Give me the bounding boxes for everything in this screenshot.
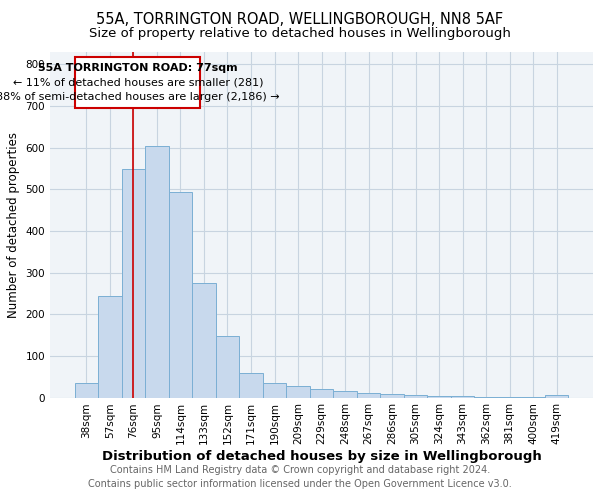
Text: 55A TORRINGTON ROAD: 77sqm: 55A TORRINGTON ROAD: 77sqm: [38, 63, 238, 73]
Text: ← 11% of detached houses are smaller (281): ← 11% of detached houses are smaller (28…: [13, 78, 263, 88]
Bar: [427, 396, 451, 398]
Bar: [145, 146, 169, 398]
Text: 88% of semi-detached houses are larger (2,186) →: 88% of semi-detached houses are larger (…: [0, 92, 280, 102]
X-axis label: Distribution of detached houses by size in Wellingborough: Distribution of detached houses by size …: [101, 450, 541, 463]
Bar: [122, 170, 145, 398]
Text: 55A, TORRINGTON ROAD, WELLINGBOROUGH, NN8 5AF: 55A, TORRINGTON ROAD, WELLINGBOROUGH, NN…: [97, 12, 503, 28]
Bar: [498, 396, 521, 398]
Bar: [404, 396, 427, 398]
Bar: [333, 392, 357, 398]
Bar: [192, 282, 216, 398]
Y-axis label: Number of detached properties: Number of detached properties: [7, 132, 20, 318]
Bar: [545, 396, 568, 398]
Bar: [169, 192, 192, 398]
Bar: [380, 394, 404, 398]
Bar: [239, 372, 263, 398]
Bar: [521, 396, 545, 398]
Text: Contains HM Land Registry data © Crown copyright and database right 2024.
Contai: Contains HM Land Registry data © Crown c…: [88, 465, 512, 489]
Bar: [74, 383, 98, 398]
Bar: [357, 392, 380, 398]
Bar: [310, 389, 333, 398]
Bar: [75, 57, 200, 108]
Bar: [216, 336, 239, 398]
Bar: [475, 396, 498, 398]
Bar: [286, 386, 310, 398]
Bar: [98, 296, 122, 398]
Bar: [451, 396, 475, 398]
Bar: [263, 383, 286, 398]
Text: Size of property relative to detached houses in Wellingborough: Size of property relative to detached ho…: [89, 28, 511, 40]
